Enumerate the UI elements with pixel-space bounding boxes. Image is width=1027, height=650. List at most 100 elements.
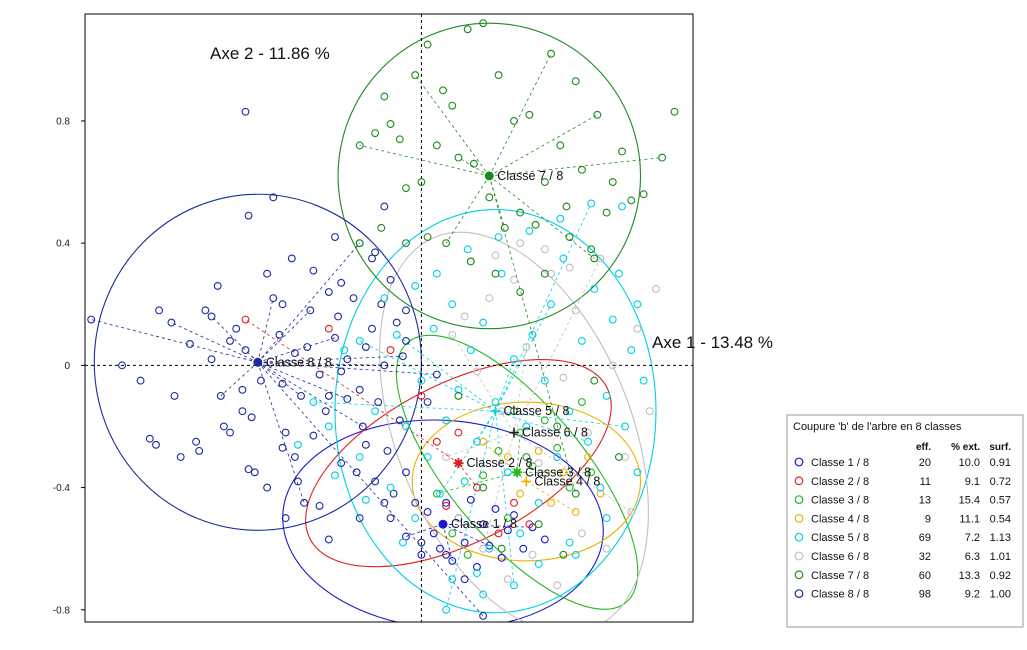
point-class-5 — [633, 468, 642, 477]
point-class-6 — [460, 312, 469, 321]
point-class-6 — [547, 269, 555, 278]
point-class-7 — [577, 165, 586, 174]
point-class-6 — [485, 294, 494, 303]
point-class-2 — [473, 483, 481, 492]
spoke-class-8 — [257, 361, 348, 400]
point-class-5 — [618, 202, 626, 211]
point-class-8 — [232, 324, 241, 333]
point-class-5 — [392, 330, 401, 339]
point-class-4 — [559, 468, 568, 477]
point-class-8 — [395, 416, 404, 425]
point-class-8 — [241, 346, 250, 355]
point-class-7 — [510, 407, 518, 416]
point-class-8 — [423, 398, 432, 406]
spoke-class-8 — [211, 316, 259, 363]
point-class-4 — [547, 498, 555, 507]
point-class-8 — [238, 385, 247, 394]
y-axis-title: Axe 2 - 11.86 % — [210, 44, 330, 63]
point-class-6 — [522, 343, 531, 351]
point-class-5 — [621, 422, 630, 431]
point-class-6 — [442, 453, 451, 461]
point-class-8 — [331, 333, 339, 342]
spoke-class-8 — [171, 322, 258, 363]
point-class-8 — [118, 361, 126, 370]
point-class-7 — [355, 141, 364, 150]
point-class-4 — [584, 453, 593, 461]
point-class-3 — [577, 398, 586, 406]
spoke-class-6 — [513, 258, 601, 433]
point-class-1 — [519, 544, 528, 553]
point-class-8 — [386, 514, 395, 523]
legend-eff-class-5: 69 — [919, 532, 931, 544]
spoke-class-2 — [245, 319, 459, 464]
point-class-5 — [590, 285, 599, 293]
point-class-5 — [473, 437, 481, 446]
legend-marker-class-5 — [794, 532, 804, 542]
point-class-6 — [528, 550, 537, 559]
legend: Coupure 'b' de l'arbre en 8 classes eff.… — [786, 414, 1024, 628]
point-class-8 — [226, 336, 235, 345]
point-class-7 — [602, 208, 611, 217]
plot-border — [84, 13, 694, 623]
point-class-6 — [448, 330, 457, 339]
center-class-1 — [438, 519, 448, 529]
legend-eff-class-8: 98 — [919, 589, 931, 601]
legend-name-class-1: Classe 1 / 8 — [811, 457, 869, 469]
point-class-7 — [411, 71, 420, 80]
point-class-8 — [371, 248, 380, 257]
point-class-8 — [170, 391, 179, 400]
point-class-8 — [216, 391, 225, 400]
legend-rows: Classe 1 / 8 20 10.0 0.91 Classe 2 / 8 11 9.1 0… — [794, 457, 1011, 601]
spoke-class-1 — [442, 523, 490, 546]
point-class-5 — [553, 453, 562, 461]
spoke-class-7 — [489, 114, 598, 177]
point-class-8 — [315, 370, 324, 379]
spoke-class-7 — [489, 157, 663, 177]
spoke-class-5 — [495, 410, 626, 427]
point-class-5 — [540, 376, 549, 385]
legend-marker-class-4 — [794, 514, 804, 523]
spoke-class-5 — [495, 411, 515, 586]
point-class-7 — [531, 220, 540, 229]
point-class-5 — [510, 355, 518, 364]
point-class-8 — [355, 514, 364, 523]
point-class-7 — [432, 141, 441, 150]
point-class-5 — [608, 315, 617, 324]
point-class-1 — [429, 529, 438, 538]
point-class-6 — [565, 263, 574, 272]
point-class-2 — [510, 498, 518, 507]
spoke-class-3 — [436, 471, 518, 495]
legend-ext-class-1: 10.0 — [959, 457, 980, 469]
point-class-7 — [587, 245, 596, 254]
point-class-6 — [602, 544, 611, 553]
spoke-class-8 — [257, 355, 403, 363]
spoke-class-8 — [257, 362, 305, 503]
point-class-7 — [670, 107, 679, 116]
point-class-7 — [479, 483, 488, 492]
point-class-7 — [454, 153, 463, 162]
point-class-6 — [633, 324, 642, 333]
point-class-8 — [343, 355, 352, 364]
point-class-8 — [380, 361, 389, 370]
point-class-7 — [658, 153, 667, 162]
point-class-5 — [491, 398, 500, 406]
spoke-class-6 — [451, 334, 515, 433]
point-class-8 — [303, 343, 312, 351]
point-class-6 — [608, 361, 617, 370]
point-class-7 — [355, 239, 364, 248]
point-class-1 — [503, 526, 512, 535]
legend-surf-class-7: 0.92 — [990, 570, 1011, 582]
point-class-8 — [343, 395, 352, 403]
spoke-class-6 — [513, 346, 527, 433]
point-class-6 — [652, 285, 660, 293]
legend-marker-class-7 — [794, 570, 804, 580]
point-class-4 — [596, 489, 605, 498]
point-class-8 — [263, 269, 272, 278]
point-class-5 — [411, 281, 420, 290]
legend-ext-class-4: 11.1 — [959, 513, 980, 525]
point-class-8 — [226, 428, 235, 437]
point-class-6 — [621, 453, 630, 461]
point-class-7 — [534, 520, 543, 529]
point-class-8 — [281, 428, 290, 437]
point-class-3 — [432, 489, 441, 498]
